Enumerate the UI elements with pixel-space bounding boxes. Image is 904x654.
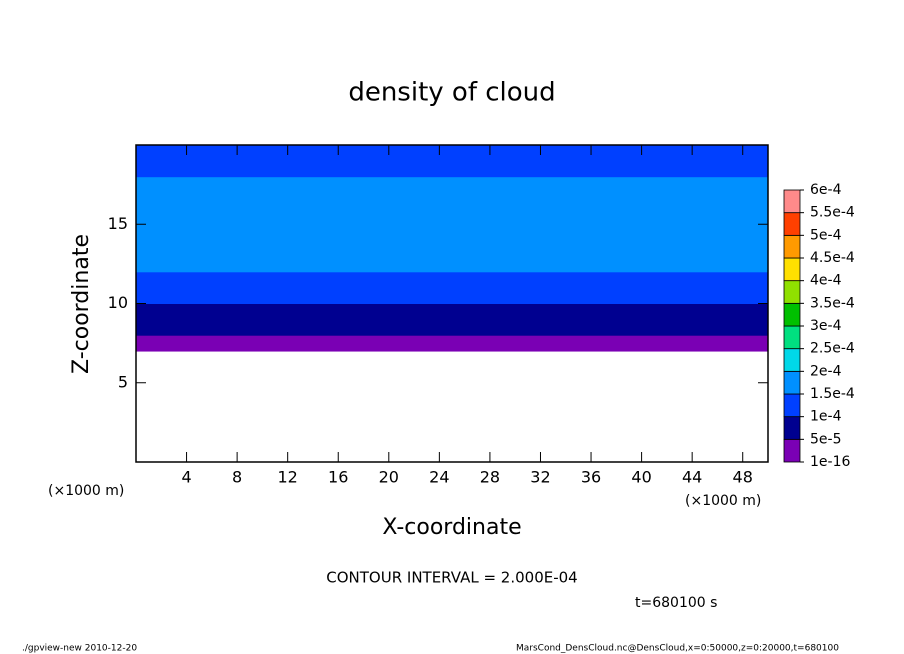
colorbar-label: 5e-4 (810, 227, 842, 243)
contour-cell (136, 343, 768, 352)
colorbar-band (783, 348, 801, 372)
colorbar-label: 1e-4 (810, 409, 842, 425)
footer-left: ./gpview-new 2010-12-20 (22, 644, 137, 654)
colorbar-label: 2.5e-4 (810, 341, 855, 357)
x-unit-label: (×1000 m) (685, 493, 761, 509)
x-tick-label: 48 (733, 468, 753, 487)
y-tick-label: 5 (118, 372, 128, 391)
colorbar-band (783, 302, 801, 327)
y-axis-label: Z-coordinate (69, 234, 94, 374)
colorbar-band (783, 370, 801, 395)
colorbar-band (783, 325, 801, 350)
contour-cell (136, 240, 768, 257)
colorbar-band (783, 212, 801, 236)
y-tick-label: 10 (108, 293, 128, 312)
contour-cell (136, 255, 768, 273)
contour-cell (136, 208, 768, 225)
x-tick-label: 36 (581, 468, 601, 487)
time-label: t=680100 s (635, 595, 717, 611)
contour-cell (136, 160, 768, 178)
x-tick-label: 44 (682, 468, 702, 487)
colorbar-label: 5.5e-4 (810, 205, 855, 221)
colorbar-label: 4e-4 (810, 273, 842, 289)
contour-cell (136, 271, 768, 289)
footer-right: MarsCond_DensCloud.nc@DensCloud,x=0:5000… (516, 644, 839, 654)
x-tick-label: 12 (278, 468, 298, 487)
contour-cell (136, 311, 768, 320)
x-tick-label: 32 (530, 468, 550, 487)
x-tick-label: 28 (480, 468, 500, 487)
x-tick-label: 16 (328, 468, 348, 487)
contour-cell (136, 327, 768, 336)
x-tick-label: 24 (429, 468, 449, 487)
contour-cell (136, 319, 768, 328)
contour-cell (136, 192, 768, 209)
x-tick-label: 40 (631, 468, 651, 487)
y-tick-label: 15 (108, 214, 128, 233)
contour-interval: CONTOUR INTERVAL = 2.000E-04 (326, 569, 577, 587)
colorbar-band (783, 189, 801, 214)
colorbar-label: 4.5e-4 (810, 250, 855, 266)
colorbar-band (783, 257, 801, 282)
colorbar-band (783, 438, 801, 463)
colorbar-band (783, 416, 801, 440)
colorbar-label: 1e-16 (810, 454, 850, 470)
contour-cell (136, 303, 768, 312)
colorbar-label: 3e-4 (810, 318, 842, 334)
colorbar-band (783, 234, 801, 259)
x-unit-label: (×1000 m) (48, 483, 124, 499)
x-axis-label: X-coordinate (382, 515, 521, 540)
colorbar-label: 6e-4 (810, 182, 842, 198)
contour-cell (136, 335, 768, 344)
contour-cell (136, 176, 768, 194)
colorbar-label: 5e-5 (810, 431, 841, 447)
colorbar-label: 2e-4 (810, 363, 842, 379)
colorbar-band (783, 393, 801, 418)
colorbar-label: 3.5e-4 (810, 295, 855, 311)
colorbar-band (783, 280, 801, 304)
contour-cell (136, 145, 768, 162)
contour-cell (136, 287, 768, 304)
contour-cell (136, 224, 768, 241)
x-tick-label: 20 (379, 468, 399, 487)
x-tick-label: 8 (232, 468, 242, 487)
x-tick-label: 4 (181, 468, 191, 487)
colorbar-label: 1.5e-4 (810, 386, 855, 402)
chart-title: density of cloud (348, 78, 555, 108)
